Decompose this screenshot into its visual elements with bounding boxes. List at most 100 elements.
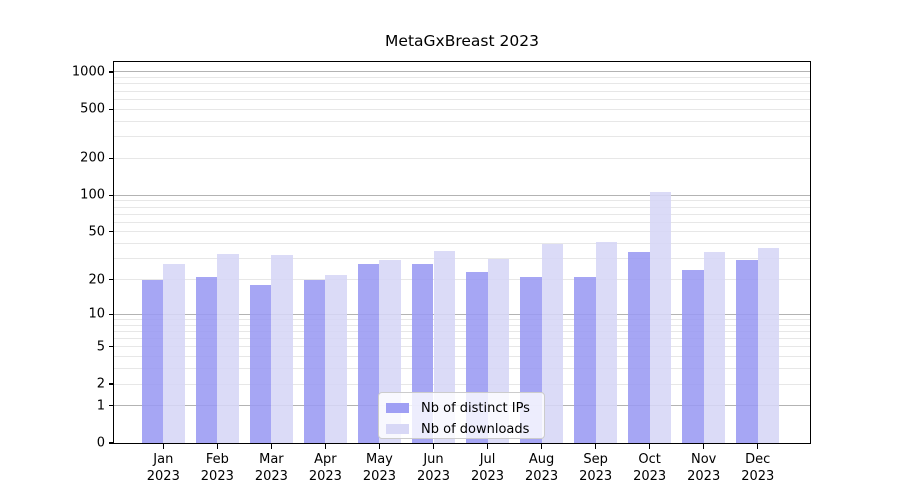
y-tick-mark	[108, 313, 114, 315]
gridline-minor	[114, 330, 810, 332]
x-tick-label: Aug 2023	[525, 452, 559, 484]
bar-distinct-ips-sep	[574, 277, 596, 443]
x-tick-label: Feb 2023	[200, 452, 234, 484]
grid-layer	[114, 62, 810, 444]
gridline-minor	[114, 356, 810, 358]
x-tick-label: Oct 2023	[633, 452, 667, 484]
gridline-minor	[114, 83, 810, 85]
bar-distinct-ips-may	[357, 264, 380, 443]
y-tick-mark	[108, 278, 114, 281]
bar-downloads-mar	[271, 255, 293, 443]
gridline-minor	[114, 77, 810, 79]
x-tick-mark	[540, 444, 543, 449]
x-tick-label: Jun 2023	[416, 452, 451, 484]
gridline-minor	[114, 90, 810, 92]
bar-distinct-ips-feb	[195, 277, 218, 443]
y-tick-mark	[108, 71, 114, 73]
y-tick-label: 1	[96, 398, 105, 414]
gridline-minor	[114, 324, 810, 326]
x-tick-label: Apr 2023	[308, 452, 342, 484]
y-tick-label: 1000	[71, 64, 105, 80]
y-tick-label: 2	[96, 376, 105, 392]
gridline-minor	[114, 279, 810, 280]
y-tick-label: 50	[88, 224, 105, 240]
y-tick-mark	[108, 194, 114, 196]
gridline-minor	[114, 368, 810, 370]
y-tick-mark	[108, 231, 114, 233]
legend-swatch-downloads	[386, 424, 409, 434]
bars-layer	[114, 62, 810, 444]
legend: Nb of distinct IPs Nb of downloads	[378, 391, 545, 440]
x-tick-label: May 2023	[362, 452, 396, 484]
gridline-minor	[114, 383, 810, 385]
gridline-minor	[114, 98, 810, 100]
bar-downloads-apr	[325, 274, 347, 443]
x-tick-mark	[270, 444, 272, 449]
x-tick-label: Dec 2023	[741, 452, 775, 484]
chart-title: MetaGxBreast 2023	[385, 32, 539, 50]
bar-distinct-ips-jan	[141, 279, 164, 443]
gridline-minor	[114, 231, 810, 233]
x-tick-mark	[378, 444, 381, 449]
bar-downloads-feb	[217, 253, 239, 443]
x-tick-label: Nov 2023	[687, 452, 721, 484]
gridline-minor	[114, 258, 810, 260]
bar-downloads-aug	[541, 243, 564, 443]
gridline-minor	[114, 206, 810, 208]
bar-downloads-nov	[703, 252, 726, 443]
bar-distinct-ips-apr	[303, 279, 326, 443]
gridline-minor	[114, 318, 810, 320]
bar-downloads-jan	[163, 264, 185, 443]
gridline-major	[114, 194, 810, 196]
gridline-minor	[114, 213, 810, 215]
bar-downloads-dec	[757, 247, 780, 443]
x-tick-mark	[703, 444, 705, 449]
gridline-minor	[114, 136, 810, 138]
bar-distinct-ips-dec	[736, 260, 758, 443]
x-tick-label: Sep 2023	[579, 452, 613, 484]
legend-label: Nb of downloads	[421, 421, 530, 437]
y-tick-mark	[108, 383, 114, 385]
bar-downloads-sep	[595, 242, 618, 443]
x-tick-mark	[486, 444, 489, 449]
bar-distinct-ips-oct	[628, 252, 650, 443]
gridline-minor	[114, 338, 810, 339]
gridline-minor	[114, 108, 810, 110]
gridline-major	[114, 313, 810, 315]
gridline-minor	[114, 346, 810, 348]
legend-swatch-distinct-ips	[386, 403, 409, 413]
x-tick-mark	[162, 444, 164, 449]
legend-label: Nb of distinct IPs	[421, 400, 530, 416]
y-tick-label: 20	[88, 272, 105, 287]
y-tick-label: 500	[80, 101, 105, 117]
legend-item-distinct-ips: Nb of distinct IPs	[386, 398, 536, 419]
x-tick-mark	[595, 444, 597, 449]
y-tick-label: 5	[96, 339, 105, 355]
gridline-major	[114, 71, 810, 73]
y-tick-mark	[108, 442, 114, 444]
x-tick-mark	[757, 444, 759, 449]
y-tick-mark	[108, 346, 114, 348]
gridline-minor	[114, 243, 810, 245]
gridline-minor	[114, 221, 810, 223]
bar-distinct-ips-nov	[682, 270, 704, 443]
bar-downloads-oct	[649, 191, 672, 443]
x-tick-label: Mar 2023	[254, 452, 288, 484]
y-tick-label: 100	[80, 187, 105, 203]
x-tick-label: Jan 2023	[146, 452, 180, 484]
x-tick-mark	[324, 444, 326, 449]
bar-distinct-ips-mar	[249, 284, 272, 443]
plot-area: Nb of distinct IPs Nb of downloads	[113, 60, 811, 444]
legend-item-downloads: Nb of downloads	[386, 419, 536, 440]
y-tick-label: 0	[96, 435, 105, 451]
gridline-minor	[114, 200, 810, 202]
y-tick-label: 10	[88, 306, 105, 322]
x-tick-mark	[649, 444, 651, 449]
gridline-minor	[114, 120, 810, 122]
y-tick-mark	[108, 108, 114, 110]
y-tick-mark	[108, 405, 114, 407]
x-tick-label: Jul 2023	[470, 452, 505, 484]
gridline-minor	[114, 157, 810, 159]
y-tick-mark	[108, 157, 114, 159]
